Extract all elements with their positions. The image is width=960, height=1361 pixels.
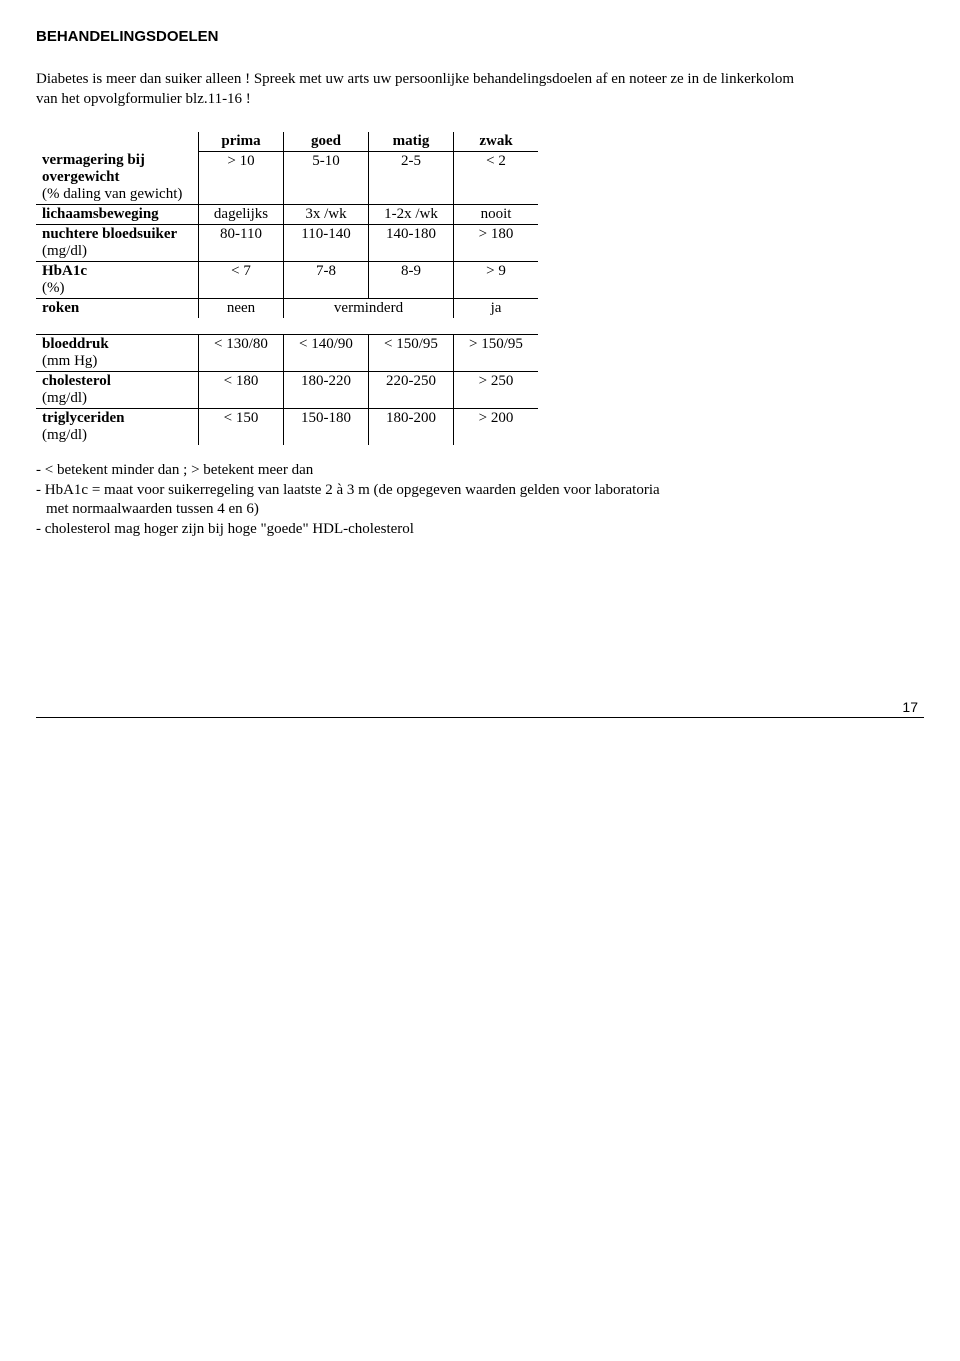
row-sublabel: (% daling van gewicht) xyxy=(42,186,182,202)
col-prima: prima xyxy=(199,132,284,152)
table-row: triglyceriden(mg/dl) < 150 150-180 180-2… xyxy=(36,409,538,446)
table1-header: prima goed matig zwak xyxy=(36,132,538,152)
row-label: cholesterol xyxy=(42,373,111,389)
table-row: lichaamsbeweging dagelijks 3x /wk 1-2x /… xyxy=(36,205,538,225)
cell: neen xyxy=(199,299,284,319)
row-sublabel: (mg/dl) xyxy=(42,427,87,443)
cell: 110-140 xyxy=(284,225,369,262)
page-title: BEHANDELINGSDOELEN xyxy=(36,28,924,45)
table-row: bloeddruk(mm Hg) < 130/80 < 140/90 < 150… xyxy=(36,335,538,372)
cell: 8-9 xyxy=(369,262,454,299)
cell: < 2 xyxy=(454,151,539,205)
intro-paragraph: Diabetes is meer dan suiker alleen ! Spr… xyxy=(36,69,796,110)
table-row: roken neen verminderd ja xyxy=(36,299,538,319)
goals-table-2: bloeddruk(mm Hg) < 130/80 < 140/90 < 150… xyxy=(36,334,538,445)
cell: nooit xyxy=(454,205,539,225)
cell: 7-8 xyxy=(284,262,369,299)
cell: verminderd xyxy=(284,299,454,319)
cell: 140-180 xyxy=(369,225,454,262)
cell: 3x /wk xyxy=(284,205,369,225)
col-goed: goed xyxy=(284,132,369,152)
cell: 180-200 xyxy=(369,409,454,446)
cell: 1-2x /wk xyxy=(369,205,454,225)
col-zwak: zwak xyxy=(454,132,539,152)
cell: 80-110 xyxy=(199,225,284,262)
cell: 2-5 xyxy=(369,151,454,205)
cell: < 7 xyxy=(199,262,284,299)
footnote-item: - HbA1c = maat voor suikerregeling van l… xyxy=(36,481,676,520)
row-sublabel: (%) xyxy=(42,280,65,296)
goals-table-1: prima goed matig zwak vermagering bij ov… xyxy=(36,132,538,319)
cell: > 250 xyxy=(454,372,539,409)
footnote-item: - < betekent minder dan ; > betekent mee… xyxy=(36,461,676,481)
row-label: lichaamsbeweging xyxy=(42,206,159,222)
table-row: cholesterol(mg/dl) < 180 180-220 220-250… xyxy=(36,372,538,409)
footer-rule xyxy=(36,717,924,718)
row-label: roken xyxy=(42,300,79,316)
col-matig: matig xyxy=(369,132,454,152)
cell: > 200 xyxy=(454,409,539,446)
table-row: vermagering bij overgewicht(% daling van… xyxy=(36,151,538,205)
row-label: triglyceriden xyxy=(42,410,124,426)
cell: < 150/95 xyxy=(369,335,454,372)
row-label: nuchtere bloedsuiker xyxy=(42,226,177,242)
cell: < 140/90 xyxy=(284,335,369,372)
row-sublabel: (mm Hg) xyxy=(42,353,97,369)
row-label: vermagering bij overgewicht xyxy=(42,152,145,185)
cell: < 130/80 xyxy=(199,335,284,372)
row-label: bloeddruk xyxy=(42,336,109,352)
cell: < 180 xyxy=(199,372,284,409)
page-number: 17 xyxy=(36,699,924,715)
table-row: HbA1c(%) < 7 7-8 8-9 > 9 xyxy=(36,262,538,299)
footnote-item: - cholesterol mag hoger zijn bij hoge "g… xyxy=(36,520,676,540)
row-label: HbA1c xyxy=(42,263,87,279)
footnotes: - < betekent minder dan ; > betekent mee… xyxy=(36,461,676,539)
cell: 180-220 xyxy=(284,372,369,409)
table-row: nuchtere bloedsuiker(mg/dl) 80-110 110-1… xyxy=(36,225,538,262)
row-sublabel: (mg/dl) xyxy=(42,390,87,406)
cell: 5-10 xyxy=(284,151,369,205)
cell: > 150/95 xyxy=(454,335,539,372)
cell: > 9 xyxy=(454,262,539,299)
cell: 150-180 xyxy=(284,409,369,446)
row-sublabel: (mg/dl) xyxy=(42,243,87,259)
cell: > 10 xyxy=(199,151,284,205)
cell: > 180 xyxy=(454,225,539,262)
cell: < 150 xyxy=(199,409,284,446)
cell: 220-250 xyxy=(369,372,454,409)
cell: ja xyxy=(454,299,539,319)
cell: dagelijks xyxy=(199,205,284,225)
